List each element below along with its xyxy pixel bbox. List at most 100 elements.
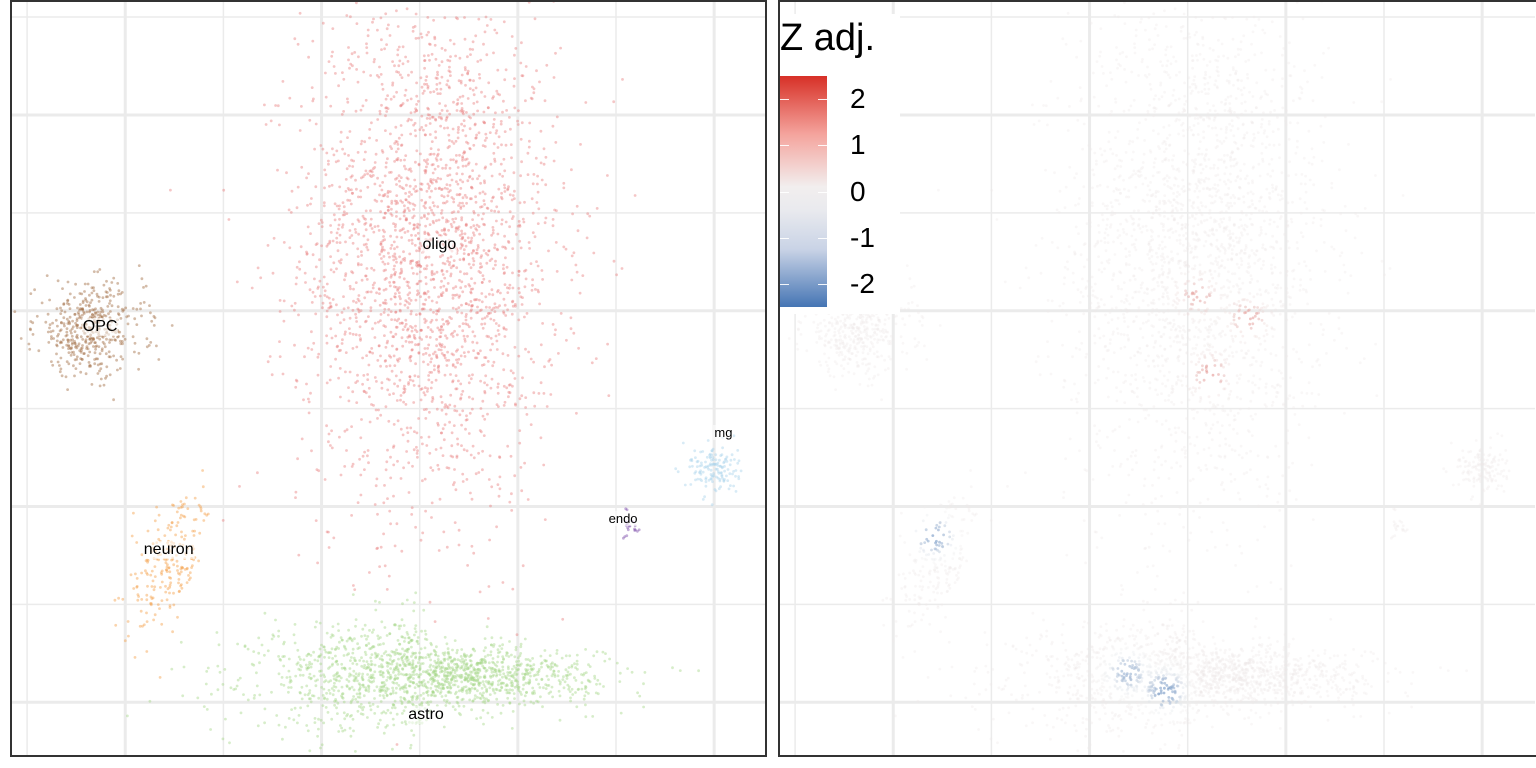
- cell-point-astro: [322, 645, 326, 649]
- cell-point-oligo: [355, 68, 358, 71]
- cell-point-oligo: [508, 193, 512, 197]
- cell-point-oligo: [395, 347, 399, 351]
- cell-point-astro: [482, 722, 485, 726]
- cell-point-astro: [367, 701, 371, 705]
- cell-point-oligo: [574, 263, 578, 267]
- cell-point-oligo: [443, 276, 447, 280]
- cell-point-oligo: [469, 290, 473, 294]
- cell-point-astro: [475, 663, 479, 666]
- cell-point-oligo: [464, 322, 468, 326]
- cell-point-astro: [300, 697, 304, 701]
- cell-point-astro: [417, 680, 421, 684]
- cell-point-astro: [501, 660, 505, 664]
- cell-point-oligo: [462, 257, 466, 261]
- cell-point-astro: [544, 659, 547, 663]
- cell-point-astro: [555, 664, 559, 668]
- cell-point-neuron: [168, 570, 172, 574]
- cell-point-oligo: [497, 210, 500, 214]
- cell-point-oligo: [321, 301, 325, 305]
- cell-point-astro: [479, 716, 483, 720]
- cell-point-oligo: [423, 133, 427, 137]
- cell-point-oligo: [423, 59, 427, 62]
- cell-point-oligo: [368, 571, 371, 574]
- cell-point-oligo: [461, 196, 465, 200]
- cell-point-astro: [343, 666, 347, 670]
- cell-point-astro: [527, 682, 531, 686]
- zscore-point: [1140, 404, 1143, 407]
- cell-point-oligo: [455, 109, 459, 112]
- cell-point-astro: [308, 660, 311, 664]
- cell-point-oligo: [393, 318, 397, 322]
- cell-point-oligo: [552, 159, 556, 163]
- cell-point-oligo: [460, 232, 464, 236]
- cell-point-oligo: [338, 367, 342, 370]
- cell-point-oligo: [440, 294, 444, 297]
- cell-point-oligo: [432, 204, 436, 208]
- cell-point-OPC: [133, 317, 137, 321]
- cell-point-astro: [492, 661, 496, 665]
- cell-point-oligo: [530, 97, 534, 101]
- cell-point-mg: [683, 483, 687, 487]
- cell-point-astro: [512, 676, 516, 680]
- cell-point-oligo: [379, 242, 383, 246]
- cell-point-oligo: [423, 66, 426, 70]
- cell-point-oligo: [437, 370, 441, 374]
- cell-point-oligo: [439, 294, 443, 297]
- cell-point-OPC: [93, 351, 97, 355]
- cell-point-oligo: [401, 321, 404, 325]
- cell-point-oligo: [410, 340, 414, 344]
- cell-point-oligo: [606, 342, 609, 346]
- cell-point-astro: [439, 667, 442, 671]
- cell-point-oligo: [282, 299, 286, 303]
- cell-point-oligo: [537, 207, 541, 211]
- cell-point-oligo: [373, 182, 377, 186]
- zscore-point: [1235, 115, 1239, 118]
- cell-point-astro: [508, 701, 512, 705]
- cell-point-astro: [366, 666, 370, 670]
- cell-point-oligo: [458, 325, 461, 328]
- cell-point-neuron: [135, 585, 139, 589]
- cell-point-oligo: [508, 225, 511, 229]
- cell-point-oligo: [523, 285, 527, 289]
- cell-point-astro: [562, 686, 566, 690]
- cell-point-oligo: [437, 467, 441, 471]
- cell-point-OPC: [119, 339, 122, 343]
- cell-point-oligo: [396, 459, 399, 463]
- cell-point-oligo: [300, 165, 304, 169]
- cell-point-astro: [459, 713, 462, 717]
- cell-point-oligo: [490, 485, 494, 489]
- cell-point-astro: [384, 691, 388, 695]
- cell-point-oligo: [461, 94, 465, 98]
- cell-point-oligo: [481, 414, 485, 418]
- cell-point-astro: [403, 664, 406, 668]
- cell-point-oligo: [458, 278, 461, 282]
- cell-point-neuron: [197, 559, 201, 563]
- cell-point-oligo: [439, 395, 443, 399]
- cell-point-astro: [337, 674, 340, 678]
- cell-point-oligo: [325, 315, 329, 319]
- cell-point-astro: [507, 667, 510, 671]
- cell-point-neuron: [181, 505, 184, 509]
- cell-point-astro: [531, 691, 534, 694]
- cell-point-astro: [252, 650, 256, 653]
- cell-point-astro: [366, 673, 369, 676]
- cell-point-astro: [235, 684, 239, 688]
- cell-point-oligo: [407, 461, 411, 465]
- cell-point-OPC: [96, 313, 100, 317]
- cell-point-astro: [478, 696, 482, 700]
- cell-point-oligo: [486, 253, 490, 257]
- cell-point-oligo: [433, 620, 437, 623]
- cell-point-oligo: [467, 161, 471, 165]
- cell-point-oligo: [463, 37, 467, 41]
- cell-point-oligo: [429, 386, 433, 390]
- cell-point-astro: [526, 663, 530, 667]
- cell-point-oligo: [406, 328, 409, 332]
- cell-point-oligo: [350, 234, 354, 237]
- cell-point-oligo: [521, 564, 525, 568]
- cell-point-oligo: [415, 149, 419, 153]
- cell-point-OPC: [61, 287, 64, 290]
- cell-point-OPC: [59, 356, 63, 360]
- cell-point-astro: [394, 668, 397, 672]
- cell-point-oligo: [501, 581, 505, 584]
- cell-point-astro: [555, 649, 559, 652]
